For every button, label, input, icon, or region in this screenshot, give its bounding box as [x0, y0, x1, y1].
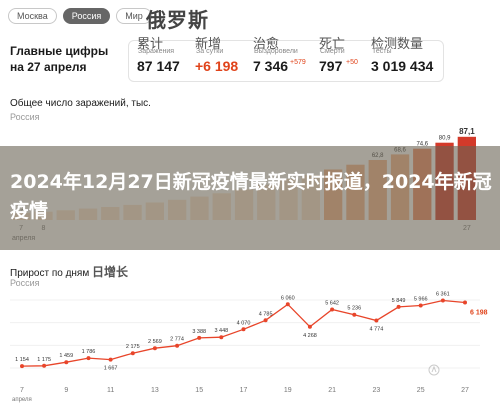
line-point — [263, 318, 268, 323]
x-tick-label: 17 — [240, 387, 248, 394]
tab-russia[interactable]: Россия — [62, 8, 111, 24]
key-figures-title: Главные цифры — [10, 44, 109, 58]
stat-value: +6 198 — [195, 58, 239, 74]
line-point — [64, 360, 69, 365]
x-tick-label: 7 — [20, 387, 24, 394]
country-title: 俄罗斯 — [146, 8, 209, 32]
stat-label: Тесты — [372, 48, 392, 55]
line-point — [396, 304, 401, 309]
headline-overlay — [0, 146, 500, 250]
line-point — [175, 343, 180, 348]
line-point — [197, 335, 202, 340]
news-headline: 2024年12月27日新冠疫情最新实时报道，2024年新冠疫情 — [10, 171, 492, 222]
line-point — [42, 363, 47, 368]
x-tick-label: 21 — [328, 387, 336, 394]
line-point — [352, 312, 357, 317]
line-point — [152, 346, 157, 351]
tab-world[interactable]: Мир — [116, 8, 152, 24]
line-data-label: 2 175 — [126, 344, 140, 350]
stat-cn-label: 检测数量 — [371, 37, 424, 52]
line-data-label: 1 786 — [82, 349, 96, 355]
line-data-label: 2 569 — [148, 339, 162, 345]
stat-delta: +579 — [290, 59, 306, 66]
line-data-label: 1 667 — [104, 366, 118, 372]
stat-label: За сутки — [196, 48, 224, 55]
tab-moscow[interactable]: Москва — [8, 8, 57, 24]
key-figures-date: на 27 апреля — [10, 60, 87, 74]
stat-cn-label: 新增 — [195, 37, 222, 52]
line-point — [86, 356, 91, 361]
daily-growth-title-cn: 日增长 — [92, 265, 129, 279]
stat-cn-label: 累计 — [137, 37, 164, 52]
line-data-label: 3 448 — [214, 328, 228, 334]
line-data-label: 6 198 — [470, 310, 488, 317]
stat-value: 7 346 — [253, 58, 289, 74]
x-tick-label: 27 — [461, 387, 469, 394]
line-data-label: 2 774 — [170, 337, 184, 343]
stat-label: Заражения — [138, 48, 175, 55]
line-data-label: 1 154 — [15, 357, 29, 363]
daily-growth-subtitle: Россия — [10, 278, 40, 288]
total-cases-subtitle: Россия — [10, 112, 40, 122]
x-tick-label: 19 — [284, 387, 292, 394]
line-data-label: 4 268 — [303, 333, 317, 339]
x-tick-label: 15 — [195, 387, 203, 394]
line-data-label: 6 060 — [281, 295, 295, 301]
stat-value: 3 019 434 — [371, 58, 434, 74]
daily-growth-title: Прирост по дням 日增长 — [10, 263, 128, 280]
bar-data-label: 87,1 — [459, 127, 475, 136]
stat-cn-label: 治愈 — [253, 37, 280, 52]
bar-data-label: 74,6 — [416, 142, 428, 148]
line-point — [330, 307, 335, 312]
x-tick-label: 25 — [417, 387, 425, 394]
stat-value: 87 147 — [137, 58, 180, 74]
line-data-label: 3 388 — [192, 329, 206, 335]
line-point — [418, 303, 423, 308]
x-sublabel: апреля — [12, 397, 32, 403]
line-data-label: 6 361 — [436, 291, 450, 297]
line-data-label: 5 849 — [392, 298, 406, 304]
total-cases-title: Общее число заражений, тыс. — [10, 98, 151, 109]
x-tick-label: 11 — [107, 387, 114, 394]
line-point — [463, 300, 467, 305]
x-tick-label: 9 — [64, 387, 68, 394]
stat-label: Выздоровели — [254, 48, 298, 55]
stat-cn-label: 死亡 — [319, 37, 346, 52]
x-tick-label: 13 — [151, 387, 159, 394]
line-data-label: 5 236 — [347, 306, 361, 312]
stats-panel: 累计 Заражения 87 147 新增 За сутки +6 198 治… — [128, 37, 444, 82]
stat-value: 797 — [319, 58, 343, 74]
bar-data-label: 80,9 — [439, 136, 451, 142]
line-data-label: 5 966 — [414, 296, 428, 302]
line-data-label: 4 785 — [259, 311, 273, 317]
line-point — [241, 327, 246, 332]
daily-growth-chart: 1 154 1 175 1 459 1 786 1 667 2 175 2 569 2 774… — [10, 291, 488, 403]
line-data-label: 5 642 — [325, 301, 339, 307]
line-point — [307, 324, 312, 329]
line-data-label: 1 175 — [37, 357, 51, 363]
line-point — [108, 357, 113, 362]
watermark-icon — [428, 364, 440, 376]
line-point — [374, 318, 379, 323]
line-point — [285, 302, 290, 307]
line-data-label: 1 459 — [59, 353, 73, 359]
line-point — [440, 298, 445, 303]
line-point — [219, 335, 224, 340]
line-data-label: 4 070 — [237, 320, 251, 326]
line-point — [20, 364, 24, 369]
stat-delta: +50 — [346, 59, 358, 66]
line-data-label: 4 774 — [370, 326, 384, 332]
region-tabs: Москва Россия Мир — [8, 8, 152, 24]
x-tick-label: 23 — [373, 387, 381, 394]
line-point — [130, 351, 135, 356]
daily-growth-title-ru: Прирост по дням — [10, 268, 90, 279]
stat-label: Смерти — [320, 48, 345, 55]
